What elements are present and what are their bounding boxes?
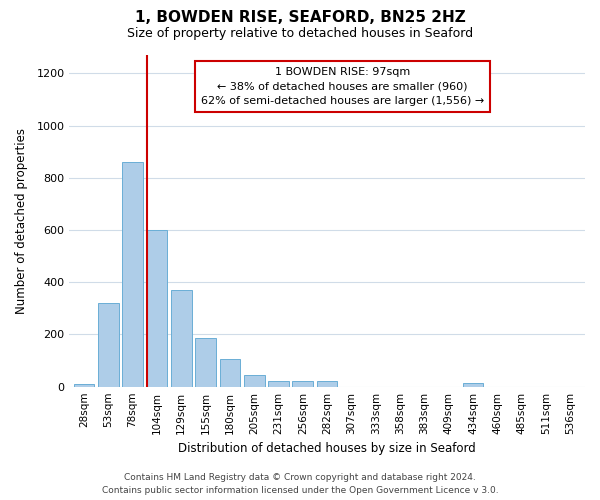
- Text: Size of property relative to detached houses in Seaford: Size of property relative to detached ho…: [127, 28, 473, 40]
- Y-axis label: Number of detached properties: Number of detached properties: [15, 128, 28, 314]
- Bar: [122, 162, 143, 386]
- Text: 1, BOWDEN RISE, SEAFORD, BN25 2HZ: 1, BOWDEN RISE, SEAFORD, BN25 2HZ: [134, 10, 466, 25]
- Bar: [317, 382, 337, 386]
- X-axis label: Distribution of detached houses by size in Seaford: Distribution of detached houses by size …: [178, 442, 476, 455]
- Bar: [268, 382, 289, 386]
- Bar: [171, 290, 191, 386]
- Bar: [463, 383, 484, 386]
- Bar: [292, 382, 313, 386]
- Bar: [98, 303, 119, 386]
- Bar: [74, 384, 94, 386]
- Text: Contains HM Land Registry data © Crown copyright and database right 2024.
Contai: Contains HM Land Registry data © Crown c…: [101, 474, 499, 495]
- Text: 1 BOWDEN RISE: 97sqm
← 38% of detached houses are smaller (960)
62% of semi-deta: 1 BOWDEN RISE: 97sqm ← 38% of detached h…: [201, 66, 484, 106]
- Bar: [146, 230, 167, 386]
- Bar: [195, 338, 216, 386]
- Bar: [220, 360, 240, 386]
- Bar: [244, 375, 265, 386]
